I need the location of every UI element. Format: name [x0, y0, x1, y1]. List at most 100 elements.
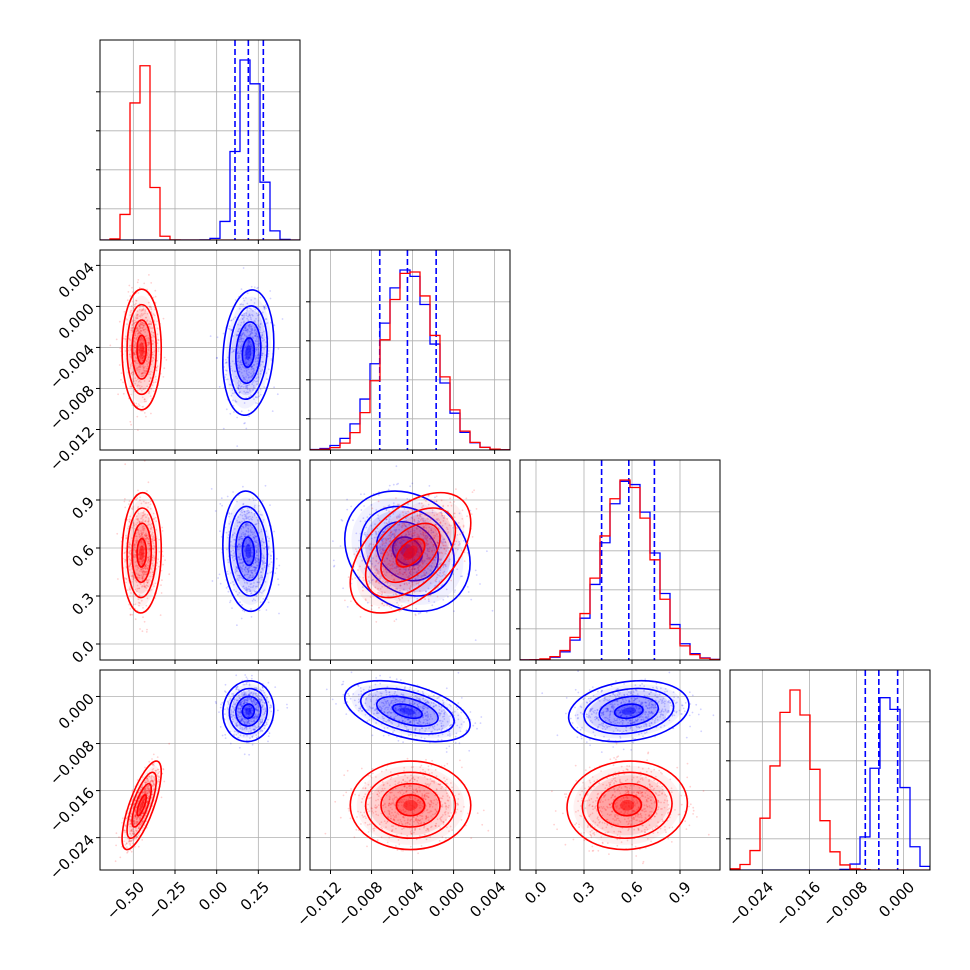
- sample-point: [416, 539, 419, 542]
- sample-point: [391, 567, 394, 570]
- sample-point: [233, 545, 236, 547]
- sample-point: [248, 324, 251, 326]
- sample-point: [239, 536, 242, 539]
- sample-point: [364, 534, 367, 536]
- sample-point: [232, 533, 234, 536]
- sample-point: [389, 560, 392, 563]
- sample-point: [407, 558, 409, 561]
- sample-point: [131, 286, 133, 289]
- sample-point: [246, 678, 249, 680]
- sample-point: [436, 566, 439, 568]
- sample-point: [411, 535, 414, 537]
- sample-point: [123, 311, 126, 313]
- sample-point: [142, 363, 145, 366]
- sample-point: [133, 359, 136, 362]
- sample-point: [132, 549, 135, 552]
- sample-point: [401, 550, 404, 552]
- sample-point: [418, 502, 421, 505]
- sample-point: [375, 555, 378, 558]
- sample-point: [384, 581, 387, 583]
- sample-point: [247, 542, 250, 545]
- sample-point: [151, 360, 153, 363]
- sample-point: [240, 338, 243, 341]
- sample-point: [131, 291, 134, 293]
- sample-point: [236, 546, 239, 548]
- sample-point: [134, 347, 137, 349]
- sample-point: [420, 513, 423, 516]
- sample-point: [427, 543, 430, 545]
- sample-point: [240, 566, 243, 569]
- sample-point: [435, 500, 438, 502]
- sample-point: [148, 542, 151, 545]
- sample-point: [257, 357, 260, 359]
- sample-point: [151, 540, 154, 543]
- sample-point: [262, 561, 264, 564]
- sample-point: [264, 562, 267, 564]
- sample-point: [220, 703, 222, 706]
- sample-point: [247, 377, 250, 379]
- sample-point: [139, 339, 142, 342]
- sample-point: [466, 515, 468, 518]
- panel-frame: [309, 249, 511, 451]
- sample-point: [130, 372, 133, 374]
- sample-point: [407, 560, 410, 563]
- sample-point: [249, 333, 251, 336]
- sample-point: [269, 290, 272, 292]
- sample-point: [144, 534, 147, 536]
- sample-point: [146, 490, 148, 492]
- sample-point: [142, 514, 145, 517]
- sample-point: [256, 343, 259, 346]
- sample-point: [131, 613, 134, 616]
- sample-point: [446, 532, 449, 535]
- sample-point: [225, 378, 228, 381]
- sample-point: [244, 548, 246, 551]
- sample-point: [129, 339, 132, 342]
- sample-point: [418, 511, 421, 514]
- sample-point: [436, 564, 439, 567]
- sample-point: [249, 333, 252, 335]
- sample-point: [244, 523, 247, 526]
- sample-point: [278, 564, 281, 567]
- sample-point: [250, 546, 253, 549]
- sample-point: [383, 560, 386, 563]
- sample-point: [227, 573, 229, 575]
- sample-point: [138, 533, 141, 535]
- sample-point: [390, 606, 393, 609]
- sample-point: [419, 519, 422, 521]
- sample-point: [375, 531, 377, 533]
- sample-point: [360, 509, 363, 511]
- sample-point: [257, 357, 259, 360]
- sample-point: [139, 326, 142, 329]
- sample-point: [142, 313, 145, 315]
- sample-point: [148, 323, 151, 326]
- sample-point: [139, 356, 142, 359]
- sample-point: [364, 531, 366, 534]
- sample-point: [425, 534, 428, 537]
- sample-point: [411, 568, 414, 570]
- sample-point: [143, 528, 145, 531]
- sample-point: [129, 588, 132, 591]
- sample-point: [141, 349, 144, 352]
- sample-point: [227, 590, 230, 593]
- sample-point: [430, 517, 433, 520]
- sample-point: [475, 574, 478, 576]
- sample-point: [339, 545, 342, 547]
- sample-point: [431, 549, 434, 552]
- sample-point: [142, 531, 145, 534]
- sample-point: [254, 360, 257, 363]
- sample-point: [242, 329, 245, 332]
- sample-point: [118, 320, 121, 323]
- sample-point: [393, 567, 396, 569]
- sample-point: [244, 557, 247, 560]
- sample-point: [424, 497, 427, 500]
- sample-point: [270, 321, 272, 324]
- sample-point: [141, 630, 144, 633]
- sample-point: [270, 555, 272, 558]
- sample-point: [436, 595, 439, 598]
- sample-point: [431, 511, 434, 514]
- sample-point: [148, 545, 151, 547]
- sample-point: [128, 338, 131, 341]
- sample-point: [251, 365, 254, 368]
- sample-point: [251, 674, 253, 677]
- sample-point: [133, 543, 136, 545]
